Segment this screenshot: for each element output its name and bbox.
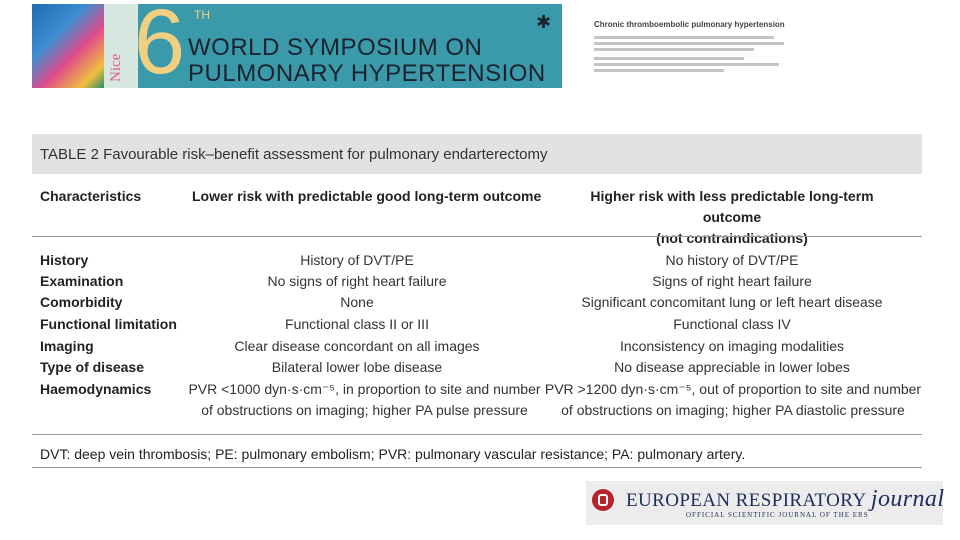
higher-risk-cell: Significant concomitant lung or left hea… [581, 294, 883, 310]
row-label: Comorbidity [40, 294, 123, 310]
paper-text-line [594, 69, 724, 72]
paper-text-line [594, 42, 784, 45]
higher-risk-line: of obstructions on imaging; higher PA di… [561, 402, 905, 418]
paper-text-line [594, 48, 754, 51]
higher-risk-cell: PVR >1200 dyn·s·cm⁻⁵, out of proportion … [544, 379, 922, 421]
symposium-banner: Nice 6 TH WORLD SYMPOSIUM ON PULMONARY H… [32, 4, 562, 88]
higher-risk-cell: Inconsistency on imaging modalities [619, 338, 845, 354]
header-lower-risk: Lower risk with predictable good long-te… [192, 188, 542, 204]
risk-table: TABLE 2 Favourable risk–benefit assessme… [32, 134, 922, 468]
lower-risk-cell: Clear disease concordant on all images [234, 338, 480, 354]
lower-risk-cell: PVR <1000 dyn·s·cm⁻⁵, in proportion to s… [182, 379, 547, 421]
header-higher-risk: Higher risk with less predictable long-t… [562, 186, 902, 249]
higher-risk-cell: No disease appreciable in lower lobes [614, 359, 850, 375]
lower-risk-cell: History of DVT/PE [300, 252, 414, 268]
header-divider [32, 236, 922, 237]
lower-risk-line: of obstructions on imaging; higher PA pu… [201, 402, 528, 418]
higher-risk-cell: Signs of right heart failure [652, 273, 812, 289]
paper-text-line [594, 57, 744, 60]
banner-edition-suffix: TH [194, 8, 210, 22]
table-caption: TABLE 2 Favourable risk–benefit assessme… [40, 146, 548, 163]
banner-edition-number: 6 [134, 4, 186, 88]
journal-subtitle: OFFICIAL SCIENTIFIC JOURNAL OF THE ERS [686, 511, 869, 519]
crab-icon: ✱ [536, 12, 552, 32]
table-footnote: DVT: deep vein thrombosis; PE: pulmonary… [40, 446, 746, 462]
row-label: Type of disease [40, 359, 145, 375]
paper-text-line [594, 63, 779, 66]
lower-risk-cell: Bilateral lower lobe disease [271, 359, 443, 375]
row-label: Functional limitation [40, 316, 177, 332]
bottom-divider [32, 467, 922, 468]
row-label: Examination [40, 273, 124, 289]
ers-emblem-icon [592, 489, 614, 511]
row-label: Imaging [40, 338, 94, 354]
footer-divider [32, 434, 922, 435]
header-higher-line2: (not contraindications) [656, 230, 808, 246]
row-label: History [40, 252, 89, 268]
banner-artwork [32, 4, 104, 88]
header-higher-line1: Higher risk with less predictable long-t… [590, 188, 874, 225]
higher-risk-cell: Functional class IV [673, 316, 791, 332]
header-characteristics: Characteristics [40, 188, 142, 204]
lower-risk-cell: No signs of right heart failure [267, 273, 447, 289]
higher-risk-line: PVR >1200 dyn·s·cm⁻⁵, out of proportion … [544, 381, 922, 397]
journal-logo: EUROPEAN RESPIRATORY journal OFFICIAL SC… [586, 481, 944, 525]
lower-risk-line: PVR <1000 dyn·s·cm⁻⁵, in proportion to s… [188, 381, 541, 397]
banner-title-line2: PULMONARY HYPERTENSION [188, 60, 546, 87]
paper-text-line [594, 36, 774, 39]
row-label: Haemodynamics [40, 381, 152, 397]
banner-side-strip: Nice [104, 4, 138, 88]
paper-reference: Chronic thromboembolic pulmonary hyperte… [594, 20, 794, 72]
lower-risk-cell: None [340, 294, 374, 310]
journal-name-italic: journal [870, 486, 945, 512]
journal-name: EUROPEAN RESPIRATORY journal [626, 486, 944, 513]
journal-name-text: EUROPEAN RESPIRATORY [626, 490, 866, 511]
lower-risk-cell: Functional class II or III [285, 316, 429, 332]
higher-risk-cell: No history of DVT/PE [665, 252, 799, 268]
paper-title: Chronic thromboembolic pulmonary hyperte… [594, 20, 785, 29]
banner-title-line1: WORLD SYMPOSIUM ON [188, 34, 483, 61]
banner-city: Nice [108, 53, 124, 82]
table-caption-bar: TABLE 2 Favourable risk–benefit assessme… [32, 134, 922, 174]
